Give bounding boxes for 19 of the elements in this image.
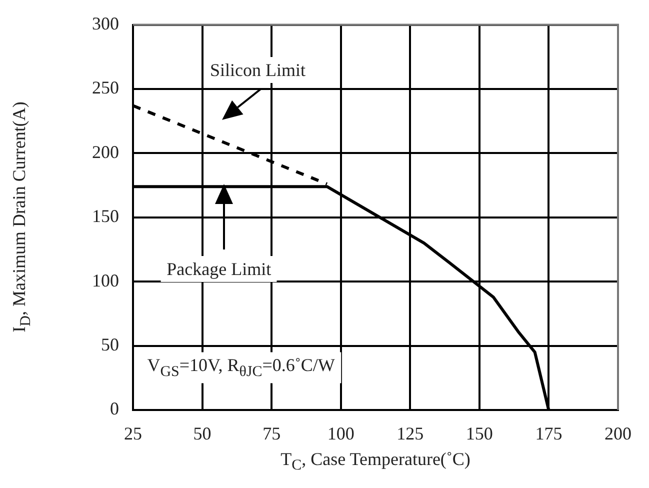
y-tick-label: 100 [92, 270, 119, 290]
x-tick-label: 125 [396, 424, 424, 444]
x-axis-title: T$_{C}$, Case Temperature(˚C) [280, 449, 470, 474]
x-tick-label: 25 [124, 424, 142, 444]
x-tick-label: 75 [262, 424, 281, 444]
y-tick-label: 250 [92, 78, 119, 98]
annotation: V$_{GS}$=10V, R$_{θJC}$=0.6˚C/W [141, 352, 341, 384]
x-tick-label: 100 [327, 424, 354, 444]
annotation: Silicon Limit [204, 56, 312, 83]
x-tick-label: 175 [535, 424, 562, 444]
y-tick-label: 300 [92, 14, 119, 34]
annotation: Package Limit [160, 256, 278, 282]
x-tick-label: 150 [466, 424, 493, 444]
y-tick-label: 0 [110, 398, 119, 419]
y-tick-label: 200 [92, 142, 119, 162]
y-tick-label: 50 [101, 334, 119, 355]
x-tick-label: 200 [604, 424, 632, 444]
x-tick-label: 50 [193, 424, 212, 444]
y-tick-label: 150 [92, 206, 119, 226]
